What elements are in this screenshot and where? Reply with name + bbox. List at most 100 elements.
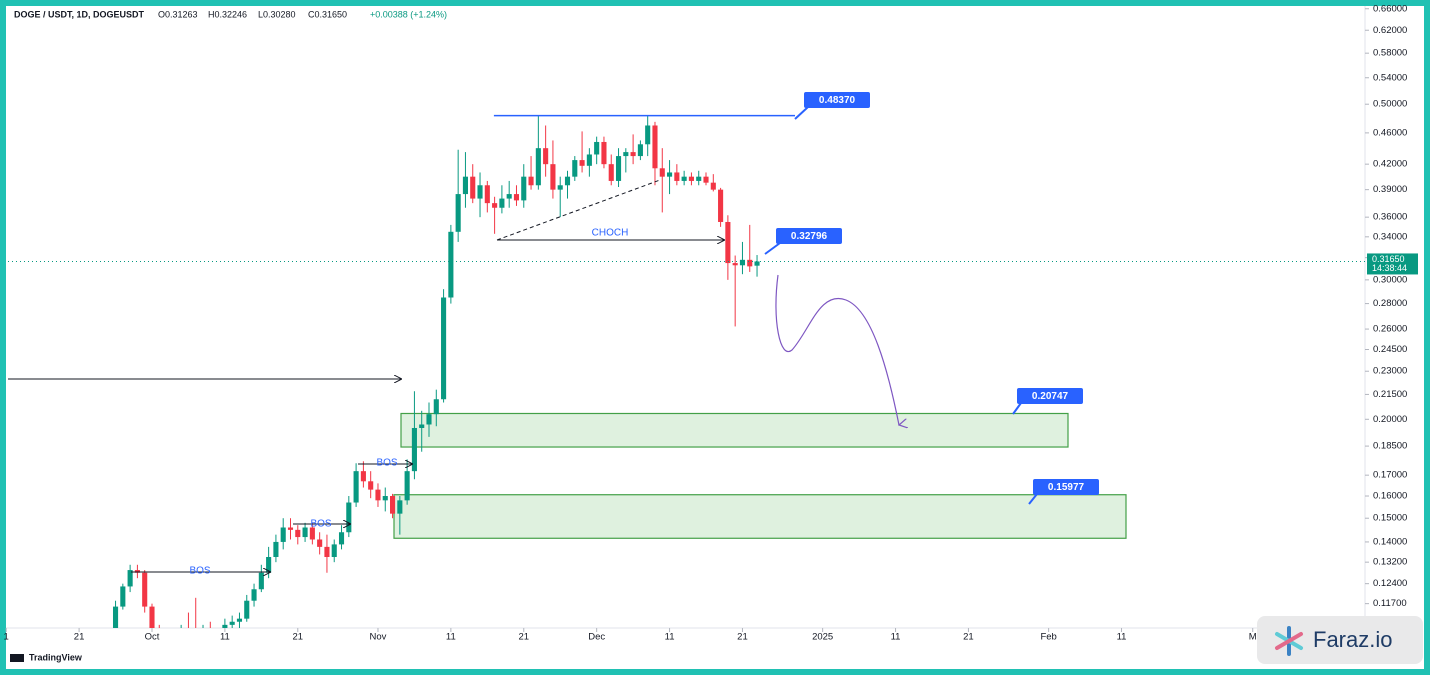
candle-body xyxy=(543,148,549,165)
bos-label: BOS xyxy=(189,566,210,577)
candle-body xyxy=(295,529,301,538)
candle-body xyxy=(390,496,396,514)
candle-body xyxy=(455,194,461,232)
candle-body xyxy=(688,176,694,181)
tradingview-logo: TradingView xyxy=(10,652,83,662)
x-tick-label: Oct xyxy=(145,632,160,643)
y-tick-label: 0.14000 xyxy=(1373,536,1407,547)
candle-body xyxy=(397,500,403,514)
candle-body xyxy=(346,502,352,533)
ohlc-value: L0.30280 xyxy=(258,9,296,19)
x-tick-label: 21 xyxy=(518,632,529,643)
candle-body xyxy=(521,176,527,201)
candle-body xyxy=(725,221,731,264)
y-tick-label: 0.26000 xyxy=(1373,324,1407,335)
callout-label: 0.15977 xyxy=(1048,482,1085,493)
bos-label: BOS xyxy=(376,458,397,469)
y-tick-label: 0.34000 xyxy=(1373,231,1407,242)
candle-body xyxy=(426,414,432,425)
candle-body xyxy=(506,194,512,199)
candle-body xyxy=(601,141,607,165)
symbol-title: DOGE / USDT, 1D, DOGEUSDT xyxy=(14,9,145,19)
y-tick-label: 0.18500 xyxy=(1373,441,1407,452)
x-tick-label: 11 xyxy=(446,632,456,643)
y-tick-label: 0.39000 xyxy=(1373,184,1407,195)
demand-zone xyxy=(400,412,1069,448)
x-tick-label: 21 xyxy=(74,632,85,643)
watermark-badge: Faraz.io xyxy=(1257,616,1423,664)
candle-body xyxy=(244,600,250,619)
x-tick-label: 21 xyxy=(292,632,303,643)
ohlc-value: H0.32246 xyxy=(208,9,247,19)
x-tick-label: Nov xyxy=(370,632,387,643)
candle-body xyxy=(419,424,425,428)
candle-body xyxy=(258,572,264,590)
y-tick-label: 0.36000 xyxy=(1373,212,1407,223)
callout-label: 0.48370 xyxy=(819,95,856,106)
candle-body xyxy=(142,572,148,607)
last-price-box xyxy=(1367,253,1418,275)
x-tick-label: 2025 xyxy=(812,632,833,643)
ohlc-value: +0.00388 (+1.24%) xyxy=(370,9,447,19)
callout-pointer xyxy=(794,106,809,120)
candle-body xyxy=(484,185,490,204)
y-tick-label: 0.15000 xyxy=(1373,513,1407,524)
x-tick-label: 21 xyxy=(737,632,748,643)
candle-body xyxy=(710,182,716,190)
candle-body xyxy=(470,176,476,199)
candle-body xyxy=(448,231,454,298)
candle-body xyxy=(550,164,556,190)
badge-icon xyxy=(1275,626,1303,656)
badge-background xyxy=(1257,616,1423,664)
candle-body xyxy=(594,141,600,155)
candle-body xyxy=(739,259,746,266)
candle-body xyxy=(266,556,272,573)
candle-body xyxy=(667,172,673,177)
x-tick-label: Feb xyxy=(1040,632,1056,643)
callout-label: 0.20747 xyxy=(1032,391,1069,402)
candle-body xyxy=(674,172,680,181)
plot-area xyxy=(8,115,1365,628)
candle-body xyxy=(637,144,643,157)
y-tick-label: 0.42000 xyxy=(1373,159,1407,170)
candle-body xyxy=(360,471,366,482)
candle-body xyxy=(120,586,126,607)
last-price-label: 0.31650 xyxy=(1372,254,1405,264)
candle-body xyxy=(564,176,571,186)
candle-body xyxy=(404,471,410,501)
x-tick-label: Dec xyxy=(588,632,605,643)
x-tick-label: 21 xyxy=(963,632,974,643)
ohlc-value: C0.31650 xyxy=(308,9,347,19)
candle-body xyxy=(222,624,228,628)
choch-label: CHOCH xyxy=(592,228,629,239)
candle-body xyxy=(149,606,155,628)
y-tick-label: 0.12400 xyxy=(1373,578,1407,589)
callout-pointer xyxy=(764,242,781,255)
candle-body xyxy=(441,297,447,400)
callout-box xyxy=(1017,388,1083,404)
y-tick-label: 0.17000 xyxy=(1373,470,1407,481)
candle-body xyxy=(696,176,702,181)
y-tick-label: 0.13200 xyxy=(1373,557,1407,568)
candle-body xyxy=(229,621,235,625)
candle-body xyxy=(754,261,760,266)
y-tick-label: 0.30000 xyxy=(1373,274,1407,285)
candle-body xyxy=(368,481,374,490)
candle-body xyxy=(630,152,636,157)
candle-body xyxy=(492,203,498,208)
candle-body xyxy=(608,164,614,181)
candle-body xyxy=(134,570,140,573)
candle-body xyxy=(477,185,483,199)
x-tick-label: 11 xyxy=(1117,632,1127,643)
x-tick-label: 11 xyxy=(665,632,675,643)
y-tick-label: 0.62000 xyxy=(1373,25,1407,36)
candle-body xyxy=(287,527,294,530)
candle-body xyxy=(324,546,330,557)
candle-body xyxy=(652,125,658,169)
candle-body xyxy=(623,152,629,157)
candle-body xyxy=(462,176,468,195)
candle-body xyxy=(411,427,417,472)
callout-box xyxy=(776,228,842,244)
y-tick-label: 0.28000 xyxy=(1373,298,1407,309)
